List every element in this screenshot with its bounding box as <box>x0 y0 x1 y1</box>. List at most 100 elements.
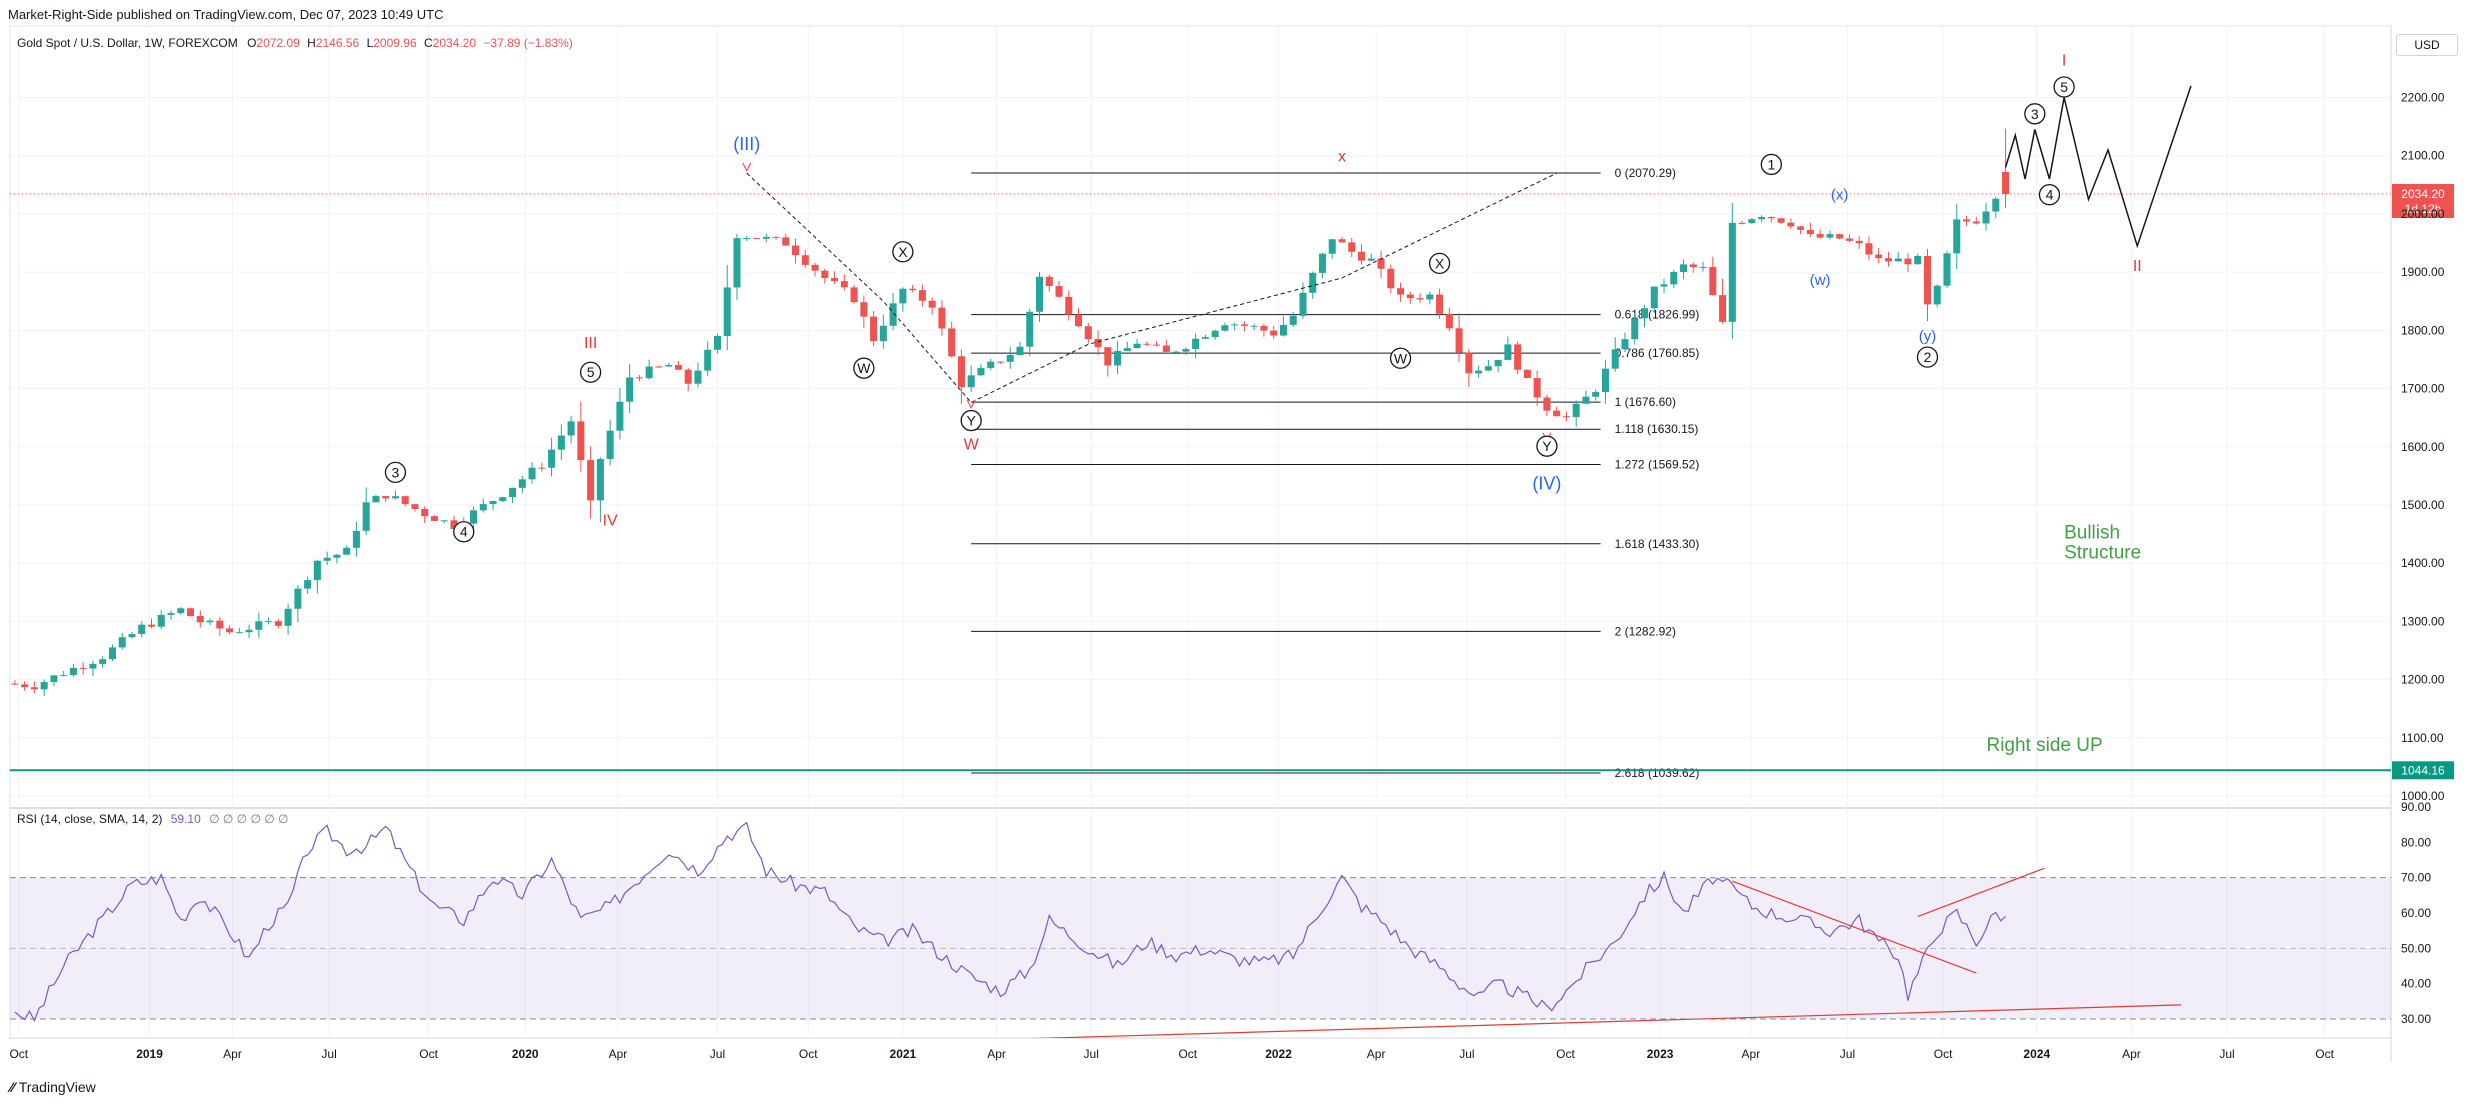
candle-body[interactable] <box>187 608 195 617</box>
candle-body[interactable] <box>1884 258 1892 262</box>
candle-body[interactable] <box>987 361 995 369</box>
candle-body[interactable] <box>411 504 419 509</box>
candle-body[interactable] <box>1933 285 1941 305</box>
candle-body[interactable] <box>811 264 819 271</box>
candle-body[interactable] <box>499 497 507 502</box>
candle-body[interactable] <box>1289 315 1297 325</box>
candle-body[interactable] <box>1572 403 1580 418</box>
candle-body[interactable] <box>1357 251 1366 261</box>
candle-body[interactable] <box>11 683 19 685</box>
candle-body[interactable] <box>60 675 68 677</box>
candle-body[interactable] <box>89 663 97 669</box>
candle-body[interactable] <box>1309 272 1317 293</box>
candle-body[interactable] <box>548 449 556 468</box>
candle-body[interactable] <box>1787 222 1795 227</box>
candle-body[interactable] <box>401 496 409 505</box>
candle-body[interactable] <box>1211 330 1219 338</box>
candle-body[interactable] <box>1406 294 1414 299</box>
candle-body[interactable] <box>1484 366 1492 371</box>
candle-body[interactable] <box>752 238 761 240</box>
candle-body[interactable] <box>1055 286 1063 297</box>
candle-body[interactable] <box>1806 229 1814 235</box>
candle-body[interactable] <box>157 614 165 627</box>
rsi-trendline[interactable] <box>1917 867 2045 918</box>
candle-body[interactable] <box>421 508 429 517</box>
candle-body[interactable] <box>1923 255 1931 305</box>
dashed-wave-line[interactable] <box>746 172 1557 404</box>
candle-body[interactable] <box>1758 217 1766 220</box>
wave-label[interactable]: 5 <box>2060 79 2068 95</box>
candle-body[interactable] <box>1133 343 1141 349</box>
candle-body[interactable] <box>450 520 458 529</box>
candle-body[interactable] <box>635 377 643 379</box>
candle-body[interactable] <box>1728 222 1736 322</box>
candle-body[interactable] <box>128 634 136 638</box>
candle-body[interactable] <box>996 361 1004 363</box>
candle-body[interactable] <box>1855 240 1863 244</box>
candle-body[interactable] <box>1738 222 1746 224</box>
candle-body[interactable] <box>694 370 702 384</box>
candle-body[interactable] <box>713 335 721 350</box>
candle-body[interactable] <box>1816 234 1824 238</box>
candle-body[interactable] <box>1201 337 1209 339</box>
candle-body[interactable] <box>1397 288 1405 295</box>
candle-body[interactable] <box>470 510 478 524</box>
candle-body[interactable] <box>50 675 58 682</box>
candle-body[interactable] <box>938 307 946 329</box>
candle-body[interactable] <box>138 624 146 635</box>
candle-body[interactable] <box>352 530 360 548</box>
candle-body[interactable] <box>1172 351 1180 353</box>
candle-body[interactable] <box>772 236 780 238</box>
wave-label[interactable]: X <box>898 244 908 260</box>
wave-label[interactable]: x <box>1338 149 1346 166</box>
wave-label[interactable]: 2 <box>1924 349 1932 365</box>
candle-body[interactable] <box>557 435 565 450</box>
candle-body[interactable] <box>1699 266 1707 268</box>
candle-body[interactable] <box>177 608 185 614</box>
candle-body[interactable] <box>1836 234 1844 239</box>
candle-body[interactable] <box>226 628 234 633</box>
candle-body[interactable] <box>1767 217 1775 219</box>
candle-body[interactable] <box>108 647 116 660</box>
candle-body[interactable] <box>879 325 887 342</box>
candle-body[interactable] <box>118 637 126 648</box>
wave-label[interactable]: 5 <box>587 364 595 380</box>
candle-body[interactable] <box>1475 370 1483 374</box>
candle-body[interactable] <box>1865 243 1873 255</box>
candle-body[interactable] <box>1670 272 1678 285</box>
candle-body[interactable] <box>674 365 682 370</box>
candle-body[interactable] <box>391 496 399 499</box>
candle-body[interactable] <box>1182 349 1190 352</box>
candle-body[interactable] <box>1455 328 1463 353</box>
candle-body[interactable] <box>528 467 536 480</box>
candle-body[interactable] <box>1631 318 1639 340</box>
candle-body[interactable] <box>1650 286 1658 309</box>
candle-body[interactable] <box>1845 238 1853 241</box>
candle-body[interactable] <box>1231 324 1239 326</box>
candle-body[interactable] <box>99 659 107 664</box>
candle-body[interactable] <box>626 377 634 402</box>
candle-body[interactable] <box>889 303 897 326</box>
candle-body[interactable] <box>79 667 87 669</box>
wave-label[interactable]: I <box>2062 53 2066 70</box>
candle-body[interactable] <box>1192 338 1200 350</box>
candle-body[interactable] <box>567 421 575 436</box>
wave-label[interactable]: IV <box>603 513 618 530</box>
candle-body[interactable] <box>235 632 243 634</box>
candle-body[interactable] <box>265 621 273 623</box>
candle-body[interactable] <box>918 290 926 301</box>
candle-body[interactable] <box>294 588 302 609</box>
candle-body[interactable] <box>1582 396 1590 404</box>
candle-body[interactable] <box>977 368 985 376</box>
candle-body[interactable] <box>1250 325 1258 327</box>
candle-body[interactable] <box>323 557 331 561</box>
candle-body[interactable] <box>147 624 156 627</box>
wave-label[interactable]: (y) <box>1919 328 1937 345</box>
candle-body[interactable] <box>1777 218 1785 223</box>
candle-body[interactable] <box>1436 294 1444 314</box>
candle-body[interactable] <box>1416 298 1424 300</box>
candle-body[interactable] <box>509 487 517 498</box>
candle-body[interactable] <box>1504 344 1512 360</box>
candle-body[interactable] <box>1953 219 1961 254</box>
candle-body[interactable] <box>30 687 38 690</box>
